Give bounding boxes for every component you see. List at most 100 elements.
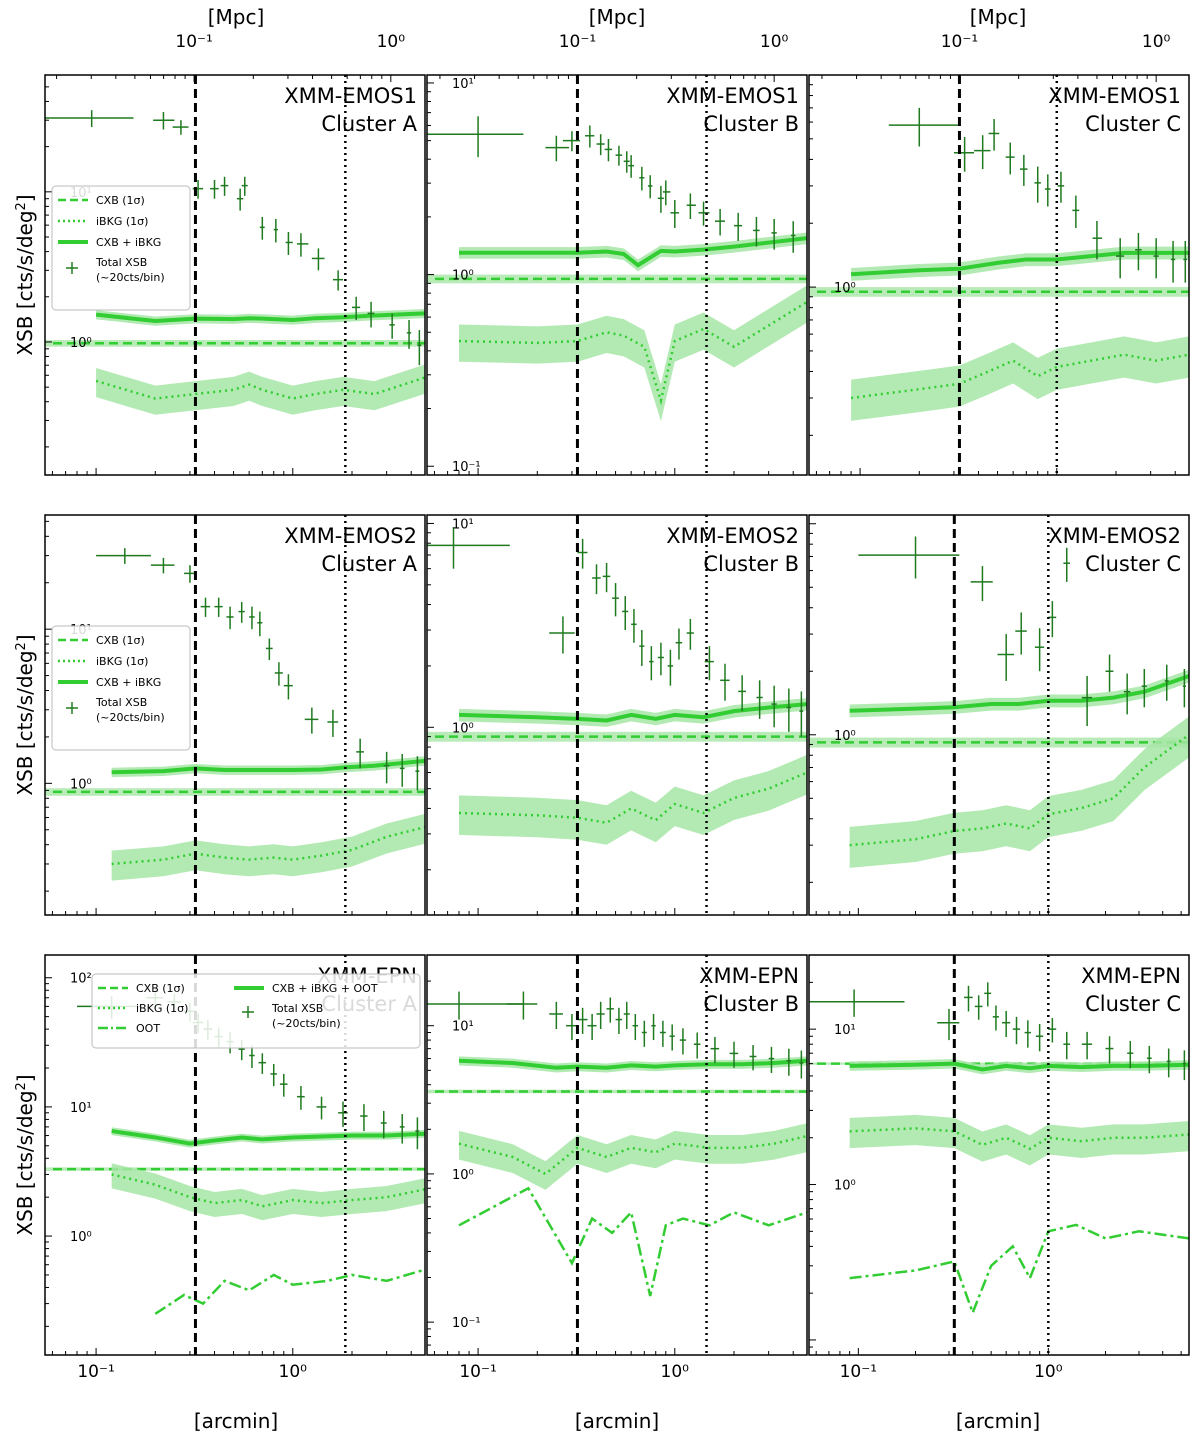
legend-total-label-2: (~20cts/bin) — [272, 1017, 341, 1030]
y-tick-label: 10⁻¹ — [452, 1316, 481, 1331]
total-model-line — [849, 1061, 1189, 1072]
legend-ibkg-label: iBKG (1σ) — [96, 655, 148, 668]
panel-9: 10⁻¹ 10⁰ 10⁰ 10¹ XMM-EPN Cluster C — [808, 954, 1190, 1382]
x-tick-label: 10⁻¹ — [77, 1362, 114, 1382]
ibkg-band — [111, 813, 425, 881]
legend-cxb-label: CXB (1σ) — [96, 634, 145, 647]
xlabel-col-3: [arcmin] — [956, 1409, 1040, 1433]
panel-frame — [426, 954, 808, 1356]
panel-plot-area — [45, 515, 425, 915]
legend-oot-label: OOT — [136, 1022, 160, 1035]
panel-cluster-label: Cluster C — [1085, 112, 1181, 136]
legend-total-label-2: (~20cts/bin) — [96, 711, 165, 724]
xlabel-top-col-2: [Mpc] — [589, 5, 646, 29]
panel-frame — [808, 954, 1190, 1356]
total-model-line — [458, 1058, 807, 1070]
y-tick-label: 10⁰ — [452, 269, 474, 284]
xlabel-top-col-1: [Mpc] — [208, 5, 265, 29]
total-model-line — [850, 250, 1189, 277]
legend-total-label-1: Total XSB — [271, 1002, 323, 1015]
ibkg-band — [111, 1163, 425, 1221]
y-tick-label: 10⁻¹ — [452, 460, 481, 475]
x-top-tick-label: 10⁰ — [760, 32, 789, 52]
ibkg-band — [459, 754, 807, 845]
legend-frame — [51, 185, 191, 311]
total-model-line — [459, 236, 807, 268]
oot-line — [154, 1268, 425, 1315]
x-top-tick-label: 10⁻¹ — [175, 32, 212, 52]
legend-cxb-label: CXB (1σ) — [96, 194, 145, 207]
panel-plot-area — [45, 75, 425, 475]
legend-row-3: CXB (1σ) iBKG (1σ) OOT CXB + iBKG + OOT … — [91, 973, 421, 1049]
panel-plot-area — [809, 955, 1189, 1355]
total-model-line — [111, 758, 425, 775]
ibkg-band — [459, 1123, 807, 1190]
panel-plot-area — [427, 955, 807, 1355]
total-model-line — [458, 702, 807, 723]
total-model-band — [111, 756, 425, 778]
x-tick-label: 10⁰ — [279, 1362, 308, 1382]
y-tick-label: 10⁰ — [452, 1168, 474, 1183]
ylabel-row-1: XSB [cts/s/deg2] — [13, 194, 37, 355]
panel-frame — [808, 74, 1190, 476]
panel-plot-area — [427, 75, 807, 475]
y-tick-label: 10⁰ — [834, 281, 856, 296]
panel-frame — [426, 514, 808, 916]
legend-row-1: CXB (1σ) iBKG (1σ) CXB + iBKG Total XSB … — [51, 185, 191, 311]
panel-plot-area — [427, 515, 807, 915]
panel-frame — [808, 514, 1190, 916]
ibkg-line — [95, 376, 425, 400]
legend-frame — [51, 625, 191, 751]
y-tick-label: 10⁰ — [70, 336, 92, 351]
panel-instrument-label: XMM-EMOS2 — [284, 524, 417, 548]
panel-frame — [44, 954, 426, 1356]
legend-sum-label: CXB + iBKG — [96, 676, 161, 689]
ibkg-line — [111, 1173, 425, 1208]
y-tick-label: 10⁰ — [834, 1179, 856, 1194]
panel-grid: 10⁻¹ 10⁰ 10⁰ 10¹ XMM-EMOS1 Cluster A 10⁻¹ 10⁰ 10… — [44, 32, 1190, 1382]
xlabel-top-col-3: [Mpc] — [970, 5, 1027, 29]
panel-instrument-label: XMM-EMOS2 — [1048, 524, 1181, 548]
panel-frame — [44, 74, 426, 476]
legend-total-label-1: Total XSB — [95, 696, 147, 709]
total-model-band — [459, 698, 807, 727]
panel-plot-area — [809, 515, 1189, 915]
panel-instrument-label: XMM-EMOS1 — [284, 84, 417, 108]
total-model-line — [849, 674, 1189, 713]
total-model-band — [849, 669, 1189, 718]
panel-2: 10⁻¹ 10⁰ 10⁻¹ 10⁰ 10¹ XMM-EMOS1 Cluster B — [426, 32, 808, 476]
legend-total-label-2: (~20cts/bin) — [96, 271, 165, 284]
x-top-tick-label: 10⁻¹ — [941, 32, 978, 52]
panel-cluster-label: Cluster B — [703, 552, 799, 576]
panel-instrument-label: XMM-EPN — [1081, 964, 1181, 988]
panel-instrument-label: XMM-EMOS1 — [666, 84, 799, 108]
panel-6: 10⁰ XMM-EMOS2 Cluster C — [808, 514, 1190, 916]
y-tick-label: 10¹ — [452, 1020, 474, 1035]
legend-frame — [91, 973, 421, 1049]
total-model-line — [95, 311, 425, 323]
legend-cxb-label: CXB (1σ) — [136, 982, 185, 995]
ibkg-band — [849, 716, 1189, 868]
legend-sum-oot-label: CXB + iBKG + OOT — [272, 982, 378, 995]
y-tick-label: 10⁰ — [834, 729, 856, 744]
x-tick-label: 10⁰ — [661, 1362, 690, 1382]
y-tick-label: 10⁰ — [70, 1230, 92, 1245]
panel-instrument-label: XMM-EPN — [699, 964, 799, 988]
x-tick-label: 10⁻¹ — [840, 1362, 877, 1382]
panel-cluster-label: Cluster A — [321, 112, 417, 136]
panel-frame — [44, 514, 426, 916]
ibkg-line — [849, 1127, 1189, 1151]
panel-cluster-label: Cluster B — [703, 992, 799, 1016]
ibkg-band — [851, 336, 1189, 421]
oot-line — [458, 1186, 807, 1297]
y-tick-label: 10⁰ — [452, 721, 474, 736]
panel-8: 10⁻¹ 10⁰ 10⁻¹ 10⁰ 10¹ XMM-EPN Cluster B — [426, 954, 808, 1382]
oot-line — [849, 1223, 1189, 1317]
legend-row-2: CXB (1σ) iBKG (1σ) CXB + iBKG Total XSB … — [51, 625, 191, 751]
xlabel-col-1: [arcmin] — [194, 1409, 278, 1433]
panel-cluster-label: Cluster A — [321, 552, 417, 576]
panel-instrument-label: XMM-EMOS1 — [1048, 84, 1181, 108]
panel-3: 10⁻¹ 10⁰ 10⁰ XMM-EMOS1 Cluster C — [808, 32, 1190, 476]
